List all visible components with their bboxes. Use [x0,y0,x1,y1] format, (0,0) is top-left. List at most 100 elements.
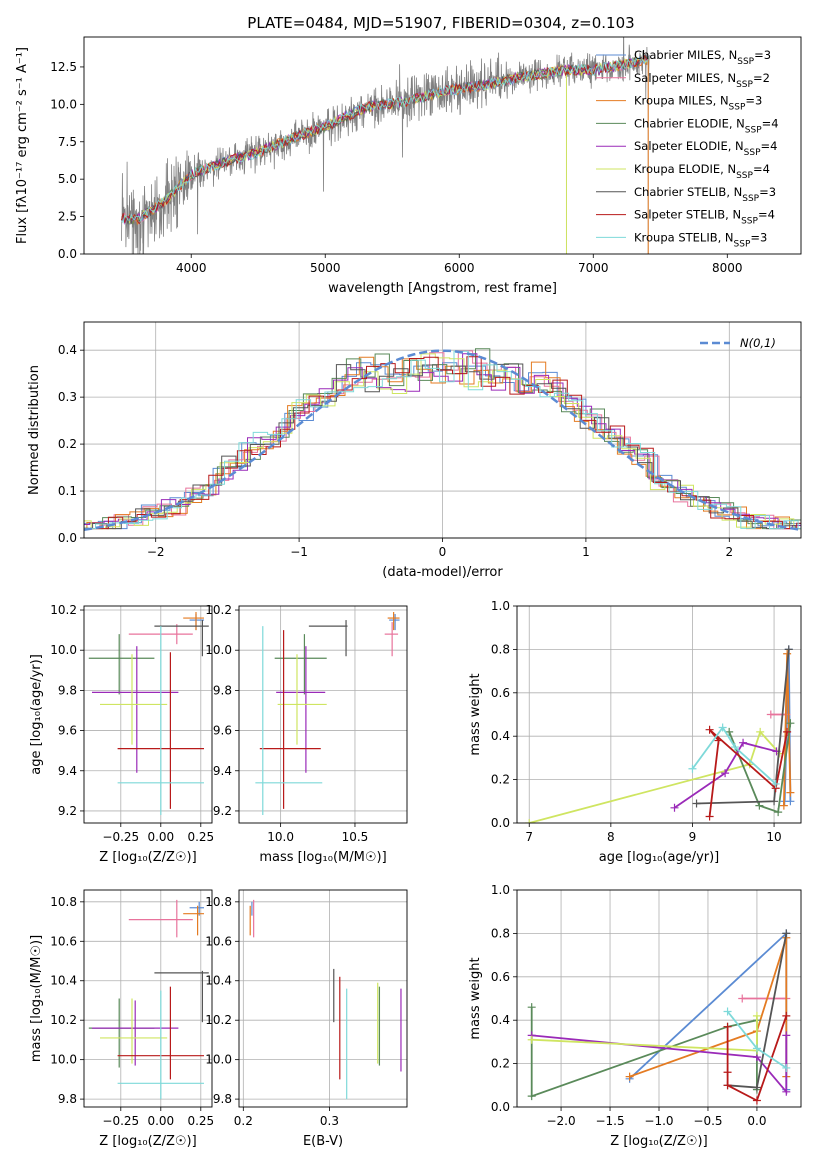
weight-marker [723,1081,732,1090]
legend-count: =2 [753,71,770,85]
x-tick-label: 10.5 [342,830,369,844]
legend-label: N(0,1) [740,336,776,350]
x-tick-label: −0.25 [102,1114,139,1128]
x-axis-label: Z [log₁₀(Z/Z☉)] [99,850,196,865]
weight-marker [525,819,534,823]
weight-marker [782,1063,791,1072]
model-line [121,56,650,226]
axes-frame [83,889,213,1108]
weight-line [531,1034,788,1095]
y-tick-label: 0.0 [491,1100,510,1114]
figure-title: PLATE=0484, MJD=51907, FIBERID=0304, z=0… [247,14,634,32]
x-axis-label: mass [log₁₀(M/M☉)] [259,850,386,865]
weight-marker [786,797,795,806]
y-tick-label: 10.4 [205,974,232,988]
x-tick-label: −2.0 [546,1114,575,1128]
weight-line [531,1015,758,1052]
model-line [121,56,650,224]
y-tick-label: 10.6 [50,934,77,948]
weight-line [629,937,788,1078]
y-axis-label: Flux [fλ10⁻¹⁷ erg cm⁻² s⁻¹ A⁻¹] [15,47,30,244]
y-tick-label: 10.0 [50,97,77,111]
plot-area-weight_vs_age [525,645,795,823]
errorbar-point [92,1000,179,1066]
weight-marker [705,812,714,821]
errorbar-point [92,646,179,773]
legend-label: Kroupa MILES, NSSP=3 [634,94,762,113]
legend-label: Salpeter ELODIE, NSSP=4 [634,139,777,158]
y-tick-label: 9.2 [213,804,232,818]
x-tick-label: 9 [689,830,697,844]
histogram-step-line [84,363,801,530]
weight-line [696,649,790,805]
weight-marker [779,801,788,810]
weight-marker [766,710,775,719]
model-line [121,55,650,223]
weight-marker [739,738,748,747]
legend-subscript: SSP [729,103,746,113]
x-tick-label: −2 [147,545,165,559]
x-tick-label: 5000 [310,261,341,275]
axes-frame [83,36,802,255]
y-tick-label: 0.4 [491,1013,510,1027]
plot-area-mass_vs_ebv [249,899,402,1100]
x-tick-label: 6000 [444,261,475,275]
y-tick-label: 10.4 [50,974,77,988]
weight-line [673,741,777,809]
weight-marker [705,725,714,734]
y-tick-label: 10.0 [50,1053,77,1067]
hist-legend: N(0,1) [700,336,776,350]
y-tick-label: 7.5 [58,135,77,149]
axes-residuals: −2 −1 0 1 2 0.0 0.1 0.2 0.3 0.4 (data-model)/error… [27,321,802,580]
y-tick-label: 0.3 [58,390,77,404]
x-tick-label: 8000 [712,261,743,275]
weight-marker [688,764,697,773]
x-tick-label: −0.25 [102,830,139,844]
histogram-step-line [84,356,801,530]
y-tick-label: 10.8 [205,895,232,909]
legend-label: Kroupa STELIB, NSSP=3 [634,230,767,249]
legend-subscript: SSP [744,148,761,158]
y-tick-label: 0.4 [491,729,510,743]
errorbar-point [274,634,327,695]
legend-count: =3 [750,230,767,244]
weight-marker [756,727,765,736]
x-tick-label: −0.5 [693,1114,722,1128]
weight-marker [786,788,795,797]
x-tick-label: 0.0 [747,1114,766,1128]
x-tick-label: −1 [290,545,308,559]
weight-marker [752,1044,761,1053]
axes-frame [238,605,408,824]
weight-marker [770,797,779,806]
weight-marker [527,1035,536,1044]
x-tick-label: 7 [525,830,533,844]
y-axis-label: mass weight [468,673,483,755]
y-tick-label: 10.0 [50,643,77,657]
errorbar-point [117,990,204,1100]
x-tick-label: 4000 [176,261,207,275]
plot-area-age_vs_Z [88,612,209,815]
axes-frame [516,889,802,1108]
y-tick-label: 1.0 [491,599,510,613]
axes-frame [516,605,802,824]
x-tick-label: 10.0 [267,830,294,844]
legend-label: Salpeter STELIB, NSSP=4 [634,208,775,227]
x-tick-label: 0.00 [147,1114,174,1128]
errorbar-point [183,905,204,936]
legend-subscript: SSP [742,194,759,204]
x-tick-label: −1.5 [595,1114,624,1128]
errorbar-point [384,622,399,657]
y-tick-label: 10.0 [205,643,232,657]
weight-marker [752,1083,761,1092]
errorbar-point [276,646,326,773]
weight-marker [738,994,747,1003]
y-tick-label: 9.8 [213,1092,232,1106]
legend-count: =4 [762,116,779,130]
errorbar-point [255,626,323,815]
axes-weight_vs_Z: −2.0 −1.5 −1.0 −0.5 0.0 0.0 0.2 0.4 0.6 0.8 1.0 Z [… [468,883,802,1149]
plot-area-residuals [84,348,801,532]
legend-subscript: SSP [736,80,753,90]
weight-marker [783,649,792,658]
histogram-step-line [84,350,801,530]
legend-count: =3 [754,48,771,62]
